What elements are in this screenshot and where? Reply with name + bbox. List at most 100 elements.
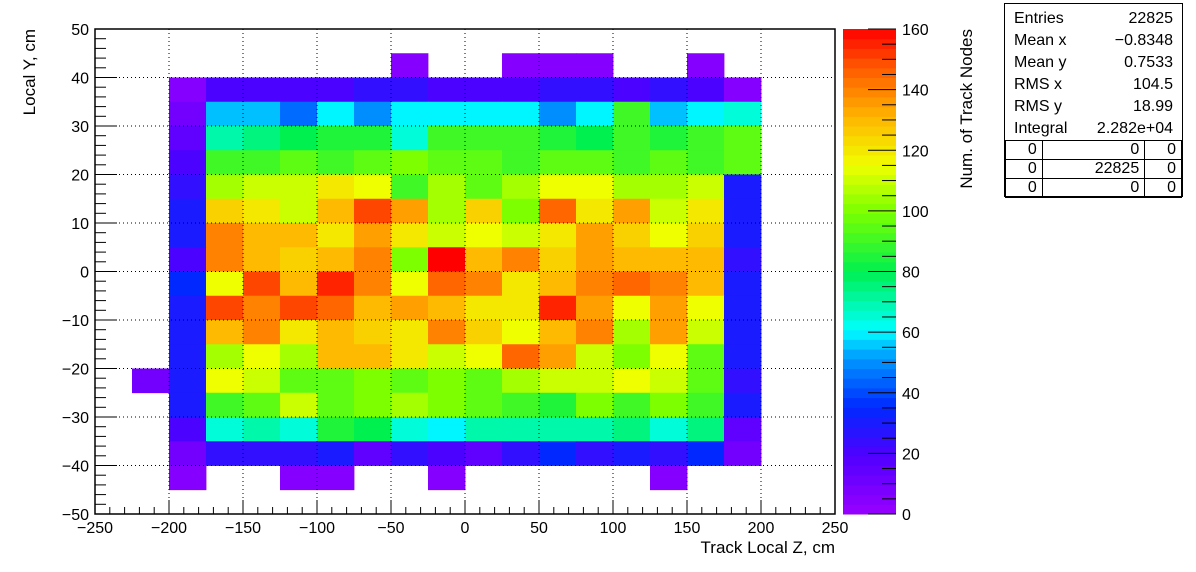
color-scale-swatch <box>843 77 896 88</box>
y-tick-label: 10 <box>71 216 89 233</box>
heatmap-cell <box>317 295 355 321</box>
heatmap-cell <box>354 126 392 151</box>
heatmap-cell <box>280 344 318 369</box>
overflow-cell: 0 <box>1144 140 1182 160</box>
color-scale-swatch <box>843 193 896 205</box>
color-scale-swatch <box>843 281 896 292</box>
heatmap-cell <box>576 53 614 78</box>
heatmap-cell <box>465 77 503 103</box>
x-tick-label: 200 <box>748 520 775 537</box>
heatmap-cell <box>317 223 355 248</box>
heatmap-cell <box>650 150 688 175</box>
heatmap-cell <box>687 417 725 442</box>
heatmap-cell <box>539 295 577 321</box>
stat-mean-x: Mean x −0.8348 <box>1005 29 1182 51</box>
heatmap-cell <box>539 53 577 78</box>
overflow-row: 0 22825 0 <box>1005 159 1182 179</box>
heatmap-cell <box>206 174 244 200</box>
x-tick-label: −150 <box>225 520 261 537</box>
color-scale-swatch <box>843 378 896 389</box>
z-tick-label: 80 <box>902 265 920 282</box>
heatmap-cell <box>169 223 207 248</box>
heatmap-cells <box>132 53 762 491</box>
heatmap-cell <box>206 223 244 248</box>
heatmap-cell <box>650 198 688 224</box>
heatmap-cell <box>613 271 651 297</box>
gridlines <box>95 29 835 514</box>
heatmap-cell <box>243 174 281 200</box>
heatmap-cell <box>391 77 429 103</box>
heatmap-cell <box>687 247 725 272</box>
color-scale-swatch <box>843 96 896 108</box>
color-scale-swatch <box>843 38 896 49</box>
heatmap-cell <box>576 198 614 224</box>
heatmap-cell <box>317 441 355 466</box>
z-tick-label: 60 <box>902 325 920 342</box>
heatmap-cell <box>280 465 318 491</box>
heatmap-cell <box>169 126 207 151</box>
heatmap-cell <box>243 101 281 127</box>
heatmap-cell <box>465 320 503 345</box>
stat-label: Mean y <box>1014 54 1067 71</box>
heatmap-cell <box>354 198 392 224</box>
color-scale-swatch <box>843 397 896 408</box>
overflow-cell: 0 <box>1041 178 1146 198</box>
heatmap-cell <box>280 247 318 272</box>
heatmap-cell <box>724 223 762 248</box>
heatmap-cell <box>428 271 466 297</box>
heatmap-cell <box>650 101 688 127</box>
z-tick-label: 20 <box>902 446 920 463</box>
z-tick-label: 40 <box>902 386 920 403</box>
x-tick-label: −50 <box>377 520 404 537</box>
heatmap-cell <box>428 150 466 175</box>
heatmap-cell <box>243 417 281 442</box>
heatmap-cell <box>428 247 466 272</box>
z-tick-label: 120 <box>902 143 929 160</box>
color-scale-swatch <box>843 164 896 175</box>
color-scale-swatch <box>843 106 896 117</box>
heatmap-cell <box>354 295 392 321</box>
overflow-grid: 0 0 0 0 22825 0 0 0 0 <box>1005 140 1182 198</box>
y-tick-label: 20 <box>71 168 89 185</box>
heatmap-cell <box>576 77 614 103</box>
heatmap-cell <box>317 271 355 297</box>
heatmap-cell <box>724 344 762 369</box>
heatmap-cell <box>576 295 614 321</box>
heatmap-cell <box>206 344 244 369</box>
heatmap-cell <box>169 247 207 272</box>
color-scale-swatch <box>843 494 896 505</box>
heatmap-cell <box>243 77 281 103</box>
heatmap-cell <box>280 150 318 175</box>
heatmap-cell <box>317 126 355 151</box>
heatmap-cell <box>428 441 466 466</box>
color-scale-title: Num. of Track Nodes <box>957 29 976 189</box>
heatmap-cell <box>169 174 207 200</box>
heatmap-cell <box>206 77 244 103</box>
heatmap-cell <box>317 344 355 369</box>
heatmap-cell <box>613 150 651 175</box>
heatmap-cell <box>465 126 503 151</box>
heatmap-cell <box>539 126 577 151</box>
color-scale-swatch <box>843 252 896 263</box>
heatmap-cell <box>354 392 392 418</box>
heatmap-cell <box>613 417 651 442</box>
color-scale-swatch <box>843 484 896 496</box>
heatmap-cell <box>724 368 762 394</box>
heatmap-cell <box>243 392 281 418</box>
heatmap-cell <box>354 150 392 175</box>
heatmap-cell <box>502 344 540 369</box>
heatmap-cell <box>576 320 614 345</box>
stat-mean-y: Mean y 0.7533 <box>1005 51 1182 73</box>
heatmap-cell <box>539 247 577 272</box>
heatmap-cell <box>613 77 651 103</box>
heatmap-cell <box>576 271 614 297</box>
heatmap-cell <box>354 174 392 200</box>
heatmap-cell <box>317 101 355 127</box>
heatmap-cell <box>169 77 207 103</box>
stat-value: 2.282e+04 <box>1096 120 1173 137</box>
heatmap-cell <box>687 392 725 418</box>
heatmap-cell <box>539 150 577 175</box>
heatmap-cell <box>650 295 688 321</box>
heatmap-cell <box>243 126 281 151</box>
overflow-cell: 0 <box>1005 159 1043 179</box>
